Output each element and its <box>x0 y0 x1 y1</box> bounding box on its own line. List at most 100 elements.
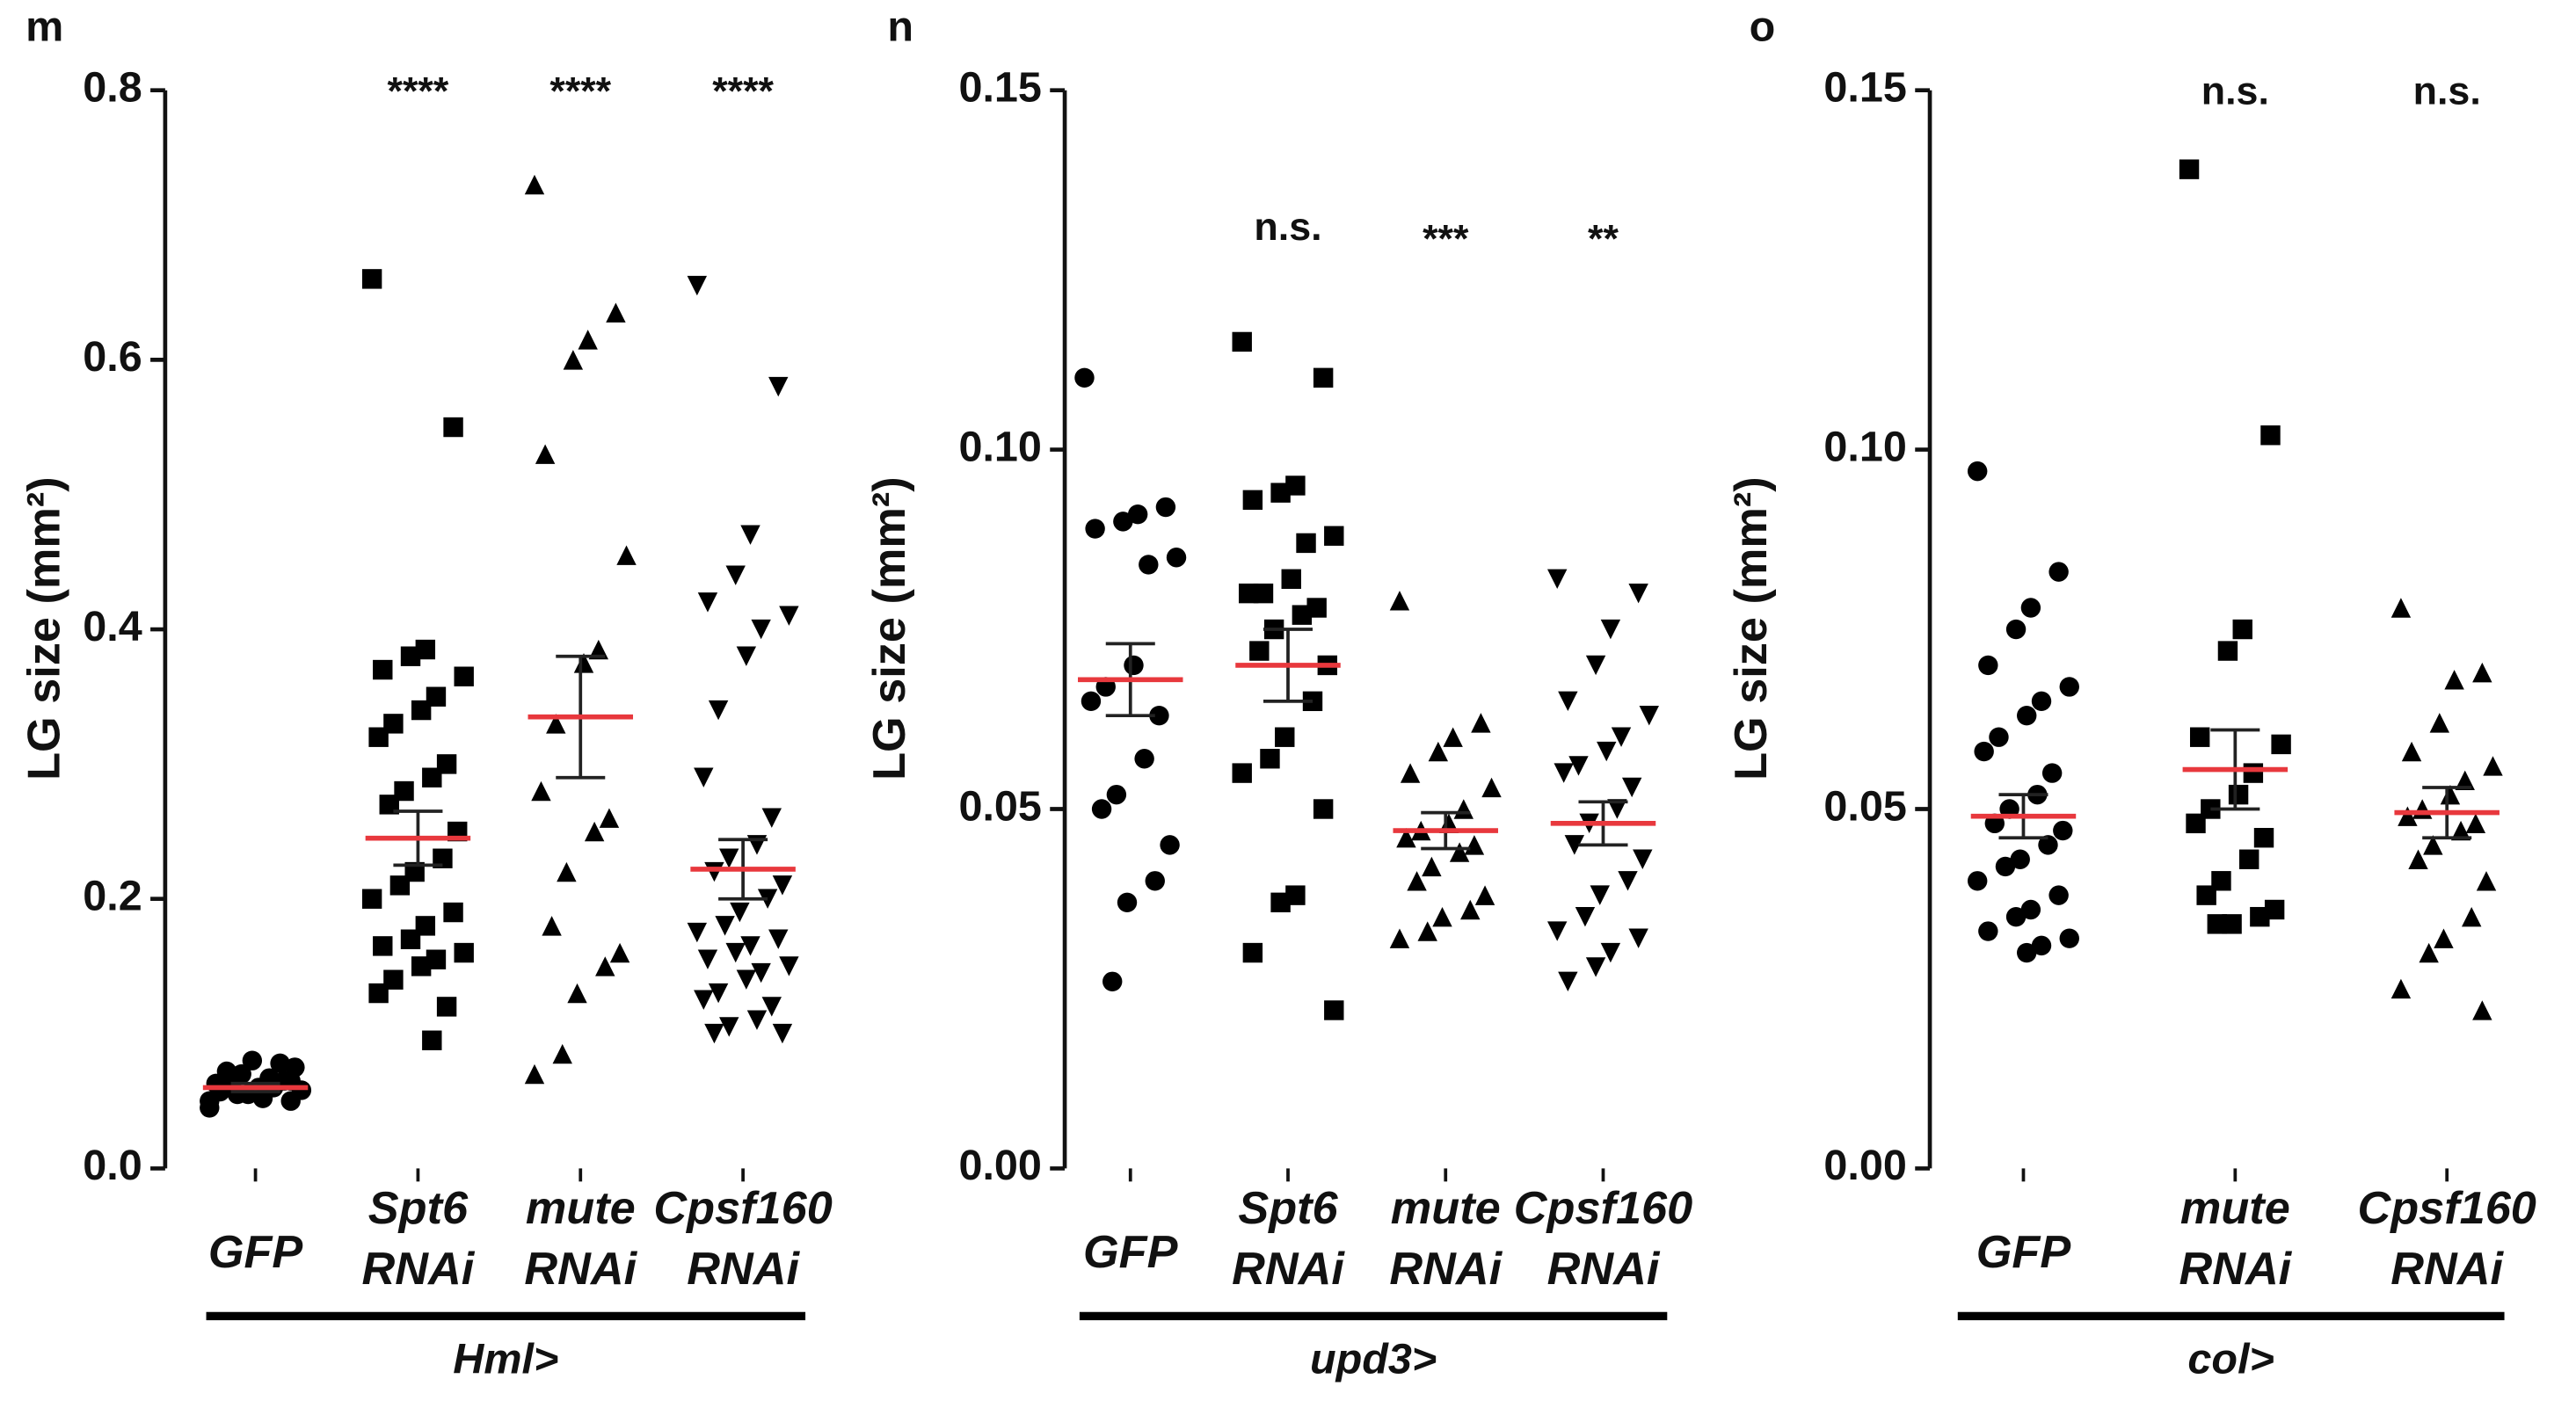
point <box>2401 741 2422 762</box>
point <box>2048 885 2069 905</box>
y-tick-label: 0.15 <box>1823 64 1906 112</box>
y-tick-label: 0.05 <box>958 782 1041 830</box>
point <box>1978 921 1998 941</box>
point <box>772 1023 793 1044</box>
point <box>373 936 393 956</box>
point <box>1564 835 1585 855</box>
point <box>216 1061 237 1082</box>
point <box>200 1091 220 1111</box>
point <box>2419 942 2439 963</box>
y-axis-label: LG size (mm²) <box>1726 476 1777 780</box>
point <box>1621 777 1642 798</box>
point <box>2020 899 2041 920</box>
point <box>1547 569 1568 590</box>
point <box>1597 741 1617 762</box>
point <box>1967 871 1988 891</box>
point <box>2020 598 2041 618</box>
point <box>2048 562 2069 582</box>
point <box>768 376 789 397</box>
point <box>708 983 729 1004</box>
point <box>1074 367 1095 388</box>
point <box>584 821 605 842</box>
point <box>454 666 474 686</box>
point <box>599 808 620 828</box>
panel-letter: n <box>887 3 913 50</box>
significance: **** <box>388 69 449 112</box>
point <box>1590 885 1610 905</box>
point <box>2465 813 2486 834</box>
significance: **** <box>712 69 774 112</box>
point <box>578 330 598 350</box>
point <box>1149 705 1169 726</box>
x-tick-label: mute RNAi <box>1389 1183 1503 1295</box>
point <box>454 942 474 963</box>
point <box>2038 835 2058 855</box>
point <box>1102 971 1123 991</box>
point <box>1292 605 1313 625</box>
point <box>1481 777 1502 798</box>
point <box>2017 705 2037 726</box>
point <box>1558 971 1578 991</box>
group-label: upd3> <box>1310 1336 1437 1383</box>
point <box>1471 713 1491 733</box>
point <box>1611 727 1632 747</box>
point <box>422 767 442 787</box>
point <box>588 639 609 660</box>
point <box>436 997 457 1017</box>
point <box>1313 367 1334 388</box>
point <box>546 714 566 734</box>
point <box>2408 849 2428 869</box>
point <box>242 1050 263 1071</box>
y-tick-label: 0.8 <box>83 64 142 112</box>
point <box>2017 942 2037 963</box>
y-tick-label: 0.0 <box>83 1142 142 1189</box>
point <box>1313 799 1334 819</box>
point <box>2250 906 2270 927</box>
point <box>1389 928 1410 948</box>
point <box>2232 619 2252 640</box>
point <box>2429 713 2449 733</box>
point <box>1607 799 1627 819</box>
point <box>1995 856 2016 877</box>
point <box>1285 475 1306 496</box>
point <box>389 875 411 896</box>
point <box>1600 942 1621 963</box>
point <box>1117 892 1138 913</box>
point <box>361 269 382 289</box>
point <box>433 848 453 868</box>
point <box>2462 906 2482 927</box>
point <box>751 619 771 640</box>
point <box>368 727 389 747</box>
point <box>1407 871 1427 891</box>
significance: n.s. <box>1254 205 1321 249</box>
point <box>2189 727 2210 747</box>
point <box>1628 583 1648 604</box>
point <box>231 1063 251 1085</box>
point <box>2398 806 2418 826</box>
point <box>422 1030 442 1050</box>
x-tick-label: GFP <box>208 1227 303 1278</box>
point <box>1554 763 1574 783</box>
point <box>1242 942 1263 963</box>
point <box>1296 533 1316 554</box>
point <box>2253 828 2274 848</box>
point <box>1600 619 1621 640</box>
point <box>719 1017 739 1037</box>
point <box>1260 749 1280 769</box>
point <box>1974 741 1994 762</box>
point <box>616 545 637 565</box>
x-tick-label: Spt6 RNAi <box>1232 1183 1345 1295</box>
point <box>1324 1000 1344 1020</box>
point <box>1460 899 1481 920</box>
point <box>746 1010 768 1030</box>
point <box>1474 885 1495 905</box>
point <box>1270 892 1291 913</box>
significance: n.s. <box>2413 69 2481 112</box>
x-tick-label: Cpsf160 RNAi <box>2358 1183 2536 1295</box>
point <box>1281 569 1301 590</box>
y-tick-label: 0.6 <box>83 333 142 381</box>
point <box>1242 490 1263 511</box>
point <box>2005 906 2027 927</box>
panel-letter: m <box>25 3 63 50</box>
point <box>1585 655 1606 676</box>
